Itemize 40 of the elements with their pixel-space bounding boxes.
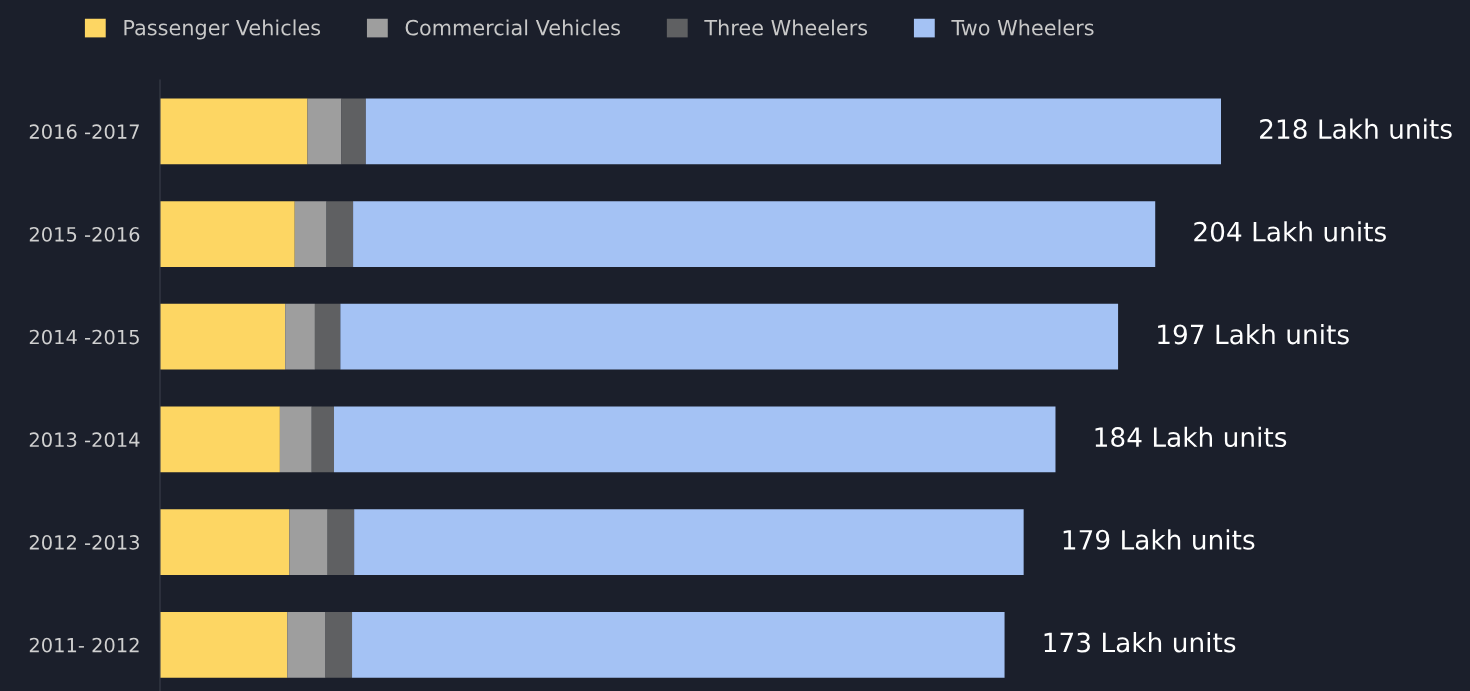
y-tick-label: 2015 -2016 <box>29 226 140 242</box>
bar <box>365 98 1221 165</box>
legend-label: Three Wheelers <box>704 19 868 36</box>
bar <box>294 201 327 267</box>
bar <box>289 509 328 575</box>
bar <box>352 611 1005 678</box>
y-tick-label: 2013 -2014 <box>29 432 140 448</box>
bar <box>160 303 286 370</box>
bar <box>326 201 354 267</box>
annotation: 173 Lakh units <box>1044 632 1236 653</box>
y-tick-label: 2014 -2015 <box>29 329 139 345</box>
y-tick-label: 2016 -2017 <box>29 124 139 140</box>
annotation: 184 Lakh units <box>1095 426 1287 448</box>
bar <box>285 303 315 370</box>
bar <box>160 406 280 473</box>
y-tick-label: 2011- 2012 <box>29 637 139 653</box>
bar <box>311 406 334 473</box>
bar <box>160 509 290 575</box>
bar <box>334 406 1056 473</box>
annotation: 204 Lakh units <box>1194 221 1386 242</box>
legend-label: Commercial Vehicles <box>405 19 620 36</box>
bar <box>354 509 1024 575</box>
bar <box>327 509 355 575</box>
bar <box>340 303 1119 370</box>
annotation: 179 Lakh units <box>1063 529 1255 550</box>
legend-label: Two Wheelers <box>951 19 1094 36</box>
text: 218 Lakh units <box>1260 118 1452 139</box>
bar <box>307 98 342 165</box>
bar <box>341 98 366 165</box>
bar <box>160 98 308 165</box>
bar <box>279 406 312 473</box>
bar <box>353 201 1156 267</box>
bar <box>287 611 326 678</box>
bar <box>325 611 353 678</box>
bar <box>160 201 295 267</box>
bar <box>160 611 288 678</box>
annotation: 197 Lakh units <box>1158 323 1349 345</box>
legend-label: Passenger Vehicles <box>124 19 321 40</box>
y-tick-label: 2012 -2013 <box>29 535 139 550</box>
bar <box>314 303 341 370</box>
